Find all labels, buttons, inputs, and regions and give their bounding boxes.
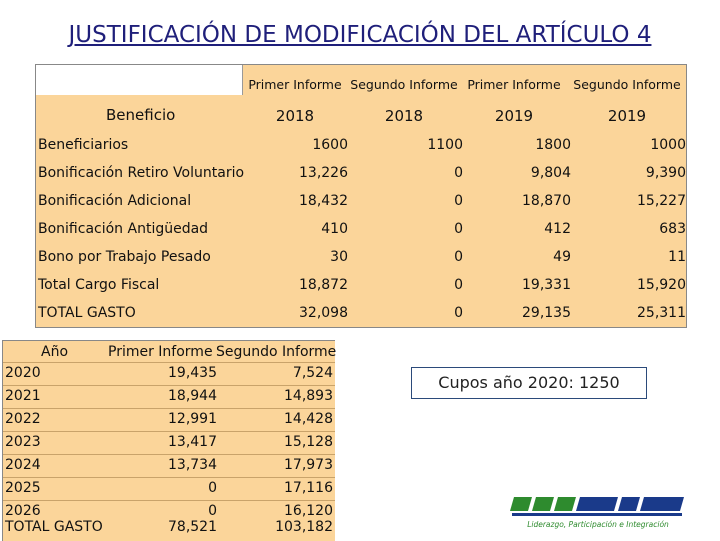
col-header-ano: Año: [41, 344, 69, 360]
blank-corner-cell: [36, 65, 242, 95]
cupos-box: Cupos año 2020: 1250: [411, 367, 647, 399]
table-row: Beneficiarios 1600 1100 1800 1000: [38, 137, 686, 153]
year-header-1: 2018: [275, 107, 315, 125]
col-header-segundo: Segundo Informe: [216, 344, 337, 360]
year-header-4: 2019: [607, 107, 647, 125]
yearly-cost-table: Año Primer Informe Segundo Informe 2020 …: [2, 340, 337, 541]
table-row: Bonificación Antigüedad 410 0 412 683: [38, 221, 686, 237]
table-row: 2022 12,991 14,428: [3, 408, 335, 432]
benefits-table: Primer Informe Segundo Informe Primer In…: [35, 64, 687, 328]
table-row: 2025 0 17,116: [3, 477, 335, 501]
logo-tagline: Liderazgo, Participación e Integración: [527, 520, 669, 529]
col-header-informe-3: Primer Informe: [467, 77, 561, 92]
union-logo: Liderazgo, Participación e Integración: [510, 497, 684, 529]
col-header-primer: Primer Informe: [108, 344, 213, 360]
year-header-2: 2018: [384, 107, 424, 125]
table-row: Total Cargo Fiscal 18,872 0 19,331 15,92…: [38, 277, 686, 293]
table-row: 2026 0 16,120: [3, 500, 335, 524]
beneficio-header: Beneficio: [106, 106, 176, 124]
table-row: TOTAL GASTO 32,098 0 29,135 25,311: [38, 305, 686, 321]
col-header-informe-4: Segundo Informe: [573, 77, 681, 92]
table-row: 2023 13,417 15,128: [3, 431, 335, 455]
table-row: Bonificación Retiro Voluntario 13,226 0 …: [38, 165, 686, 181]
table-row: 2020 19,435 7,524: [3, 362, 335, 386]
col-header-informe-1: Primer Informe: [248, 77, 342, 92]
table-row: Bono por Trabajo Pesado 30 0 49 11: [38, 249, 686, 265]
table-row: Bonificación Adicional 18,432 0 18,870 1…: [38, 193, 686, 209]
table-row: 2024 13,734 17,973: [3, 454, 335, 478]
slide-title: JUSTIFICACIÓN DE MODIFICACIÓN DEL ARTÍCU…: [68, 22, 652, 48]
total-row: TOTAL GASTO 78,521 103,182: [5, 519, 333, 535]
col-header-informe-2: Segundo Informe: [350, 77, 458, 92]
year-header-3: 2019: [494, 107, 534, 125]
table-row: 2021 18,944 14,893: [3, 385, 335, 409]
